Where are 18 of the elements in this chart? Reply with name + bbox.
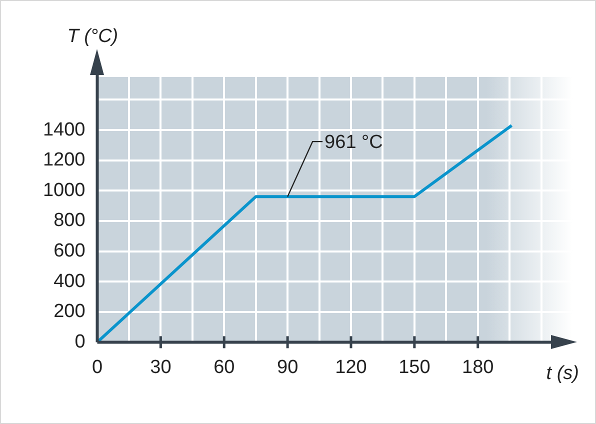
x-tick-label: 150 xyxy=(398,356,430,378)
annotation: 961 °C xyxy=(324,132,383,153)
y-tick-label: 1000 xyxy=(42,180,86,201)
y-tick-label: 1200 xyxy=(42,150,86,171)
x-tick-label: 180 xyxy=(462,356,494,378)
x-tick-label: 60 xyxy=(214,356,235,378)
y-tick-label: 200 xyxy=(54,301,86,322)
y-tick-label: 1400 xyxy=(42,119,86,140)
y-tick-label: 600 xyxy=(54,240,86,262)
y-tick-label: 400 xyxy=(54,270,86,292)
x-axis-title: t (s) xyxy=(546,362,579,384)
x-tick-label: 90 xyxy=(276,356,298,378)
y-axis-title: T (°C) xyxy=(67,26,118,47)
x-tick-label: 30 xyxy=(150,356,172,378)
x-tick-label: 0 xyxy=(92,356,103,378)
y-tick-label: 0 xyxy=(74,331,86,352)
y-tick-label: 800 xyxy=(54,210,86,232)
x-tick-label: 120 xyxy=(335,356,367,378)
